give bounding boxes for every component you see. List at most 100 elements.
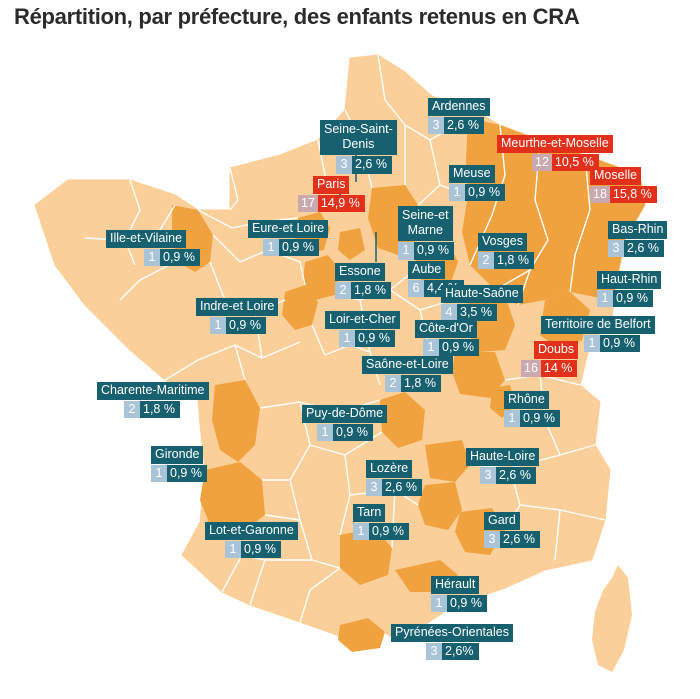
label-gironde-name: Gironde bbox=[151, 446, 204, 464]
label-saone-et-loire: Saône-et-Loire 2 1,8 % bbox=[362, 356, 453, 392]
label-meuse-name: Meuse bbox=[449, 165, 495, 183]
label-meurthe-et-moselle-count: 12 bbox=[532, 153, 552, 171]
label-seine-saint-denis-name: Seine-Saint- Denis bbox=[320, 120, 397, 155]
label-gironde-count: 1 bbox=[151, 464, 167, 482]
label-lot-et-garonne-count: 1 bbox=[225, 540, 241, 558]
label-rhone: Rhône 1 0,9 % bbox=[504, 391, 560, 427]
label-indre-et-loire: Indre-et Loire 1 0,9 % bbox=[196, 298, 279, 334]
label-vosges: Vosges 2 1,8 % bbox=[478, 233, 534, 269]
label-meurthe-et-moselle-percent: 10,5 % bbox=[551, 153, 599, 171]
label-rhone-count: 1 bbox=[504, 409, 520, 427]
label-haute-saone: Haute-Saône 4 3,5 % bbox=[441, 285, 523, 321]
label-lozere-count: 3 bbox=[366, 478, 382, 496]
label-haute-loire-count: 3 bbox=[480, 466, 496, 484]
label-seine-saint-denis-count: 3 bbox=[336, 156, 352, 174]
label-seine-et-marne-count: 1 bbox=[398, 242, 414, 260]
label-loir-et-cher-name: Loir-et-Cher bbox=[325, 311, 400, 329]
label-pyrenees-orientales-percent: 2,6% bbox=[442, 642, 479, 660]
label-haute-saone-count: 4 bbox=[441, 303, 457, 321]
label-ardennes: Ardennes 3 2,6 % bbox=[428, 98, 490, 134]
label-herault-name: Hérault bbox=[431, 576, 480, 594]
label-haut-rhin-percent: 0,9 % bbox=[613, 289, 653, 307]
label-paris-percent: 14,9 % bbox=[317, 194, 365, 212]
region-loir-et-cher bbox=[303, 255, 340, 300]
label-eure-et-loire-count: 1 bbox=[263, 238, 279, 256]
label-pyrenees-orientales: Pyrénées-Orientales 3 2,6% bbox=[391, 624, 513, 660]
label-doubs-name: Doubs bbox=[534, 341, 579, 359]
label-lozere-name: Lozère bbox=[366, 460, 413, 478]
label-rhone-percent: 0,9 % bbox=[520, 409, 560, 427]
label-moselle-percent: 15,8 % bbox=[609, 185, 657, 203]
label-haute-loire: Haute-Loire 3 2,6 % bbox=[466, 448, 540, 484]
label-territoire-de-belfort-count: 1 bbox=[584, 334, 600, 352]
label-haut-rhin-name: Haut-Rhin bbox=[597, 271, 662, 289]
region-essonne bbox=[338, 228, 365, 260]
label-tarn-name: Tarn bbox=[353, 504, 386, 522]
label-haute-loire-name: Haute-Loire bbox=[466, 448, 540, 466]
label-eure-et-loire: Eure-et Loire 1 0,9 % bbox=[248, 220, 329, 256]
label-herault-percent: 0,9 % bbox=[447, 594, 487, 612]
label-gard-name: Gard bbox=[484, 512, 520, 530]
label-haute-loire-percent: 2,6 % bbox=[496, 466, 536, 484]
label-gard: Gard 3 2,6 % bbox=[484, 512, 540, 548]
label-meuse-percent: 0,9 % bbox=[465, 183, 505, 201]
label-vosges-name: Vosges bbox=[478, 233, 528, 251]
label-vosges-percent: 1,8 % bbox=[494, 251, 534, 269]
corsica-shape bbox=[592, 565, 632, 672]
label-lot-et-garonne: Lot-et-Garonne 1 0,9 % bbox=[205, 522, 298, 558]
label-bas-rhin-name: Bas-Rhin bbox=[608, 221, 668, 239]
label-gironde: Gironde 1 0,9 % bbox=[151, 446, 207, 482]
region-saone-et-loire bbox=[452, 352, 505, 398]
label-ille-et-vilaine-count: 1 bbox=[144, 248, 160, 266]
label-lot-et-garonne-percent: 0,9 % bbox=[241, 540, 281, 558]
label-charente-maritime: Charente-Maritime 2 1,8 % bbox=[97, 382, 209, 418]
label-bas-rhin: Bas-Rhin 3 2,6 % bbox=[608, 221, 668, 257]
label-meurthe-et-moselle-name: Meurthe-et-Moselle bbox=[497, 135, 613, 153]
label-gard-percent: 2,6 % bbox=[500, 530, 540, 548]
label-seine-et-marne: Seine-et Marne 1 0,9 % bbox=[398, 206, 454, 260]
label-lozere-percent: 2,6 % bbox=[382, 478, 422, 496]
label-seine-et-marne-percent: 0,9 % bbox=[414, 242, 454, 260]
label-meuse-count: 1 bbox=[449, 183, 465, 201]
label-cote-d-or-count: 1 bbox=[423, 338, 439, 356]
label-haut-rhin: Haut-Rhin 1 0,9 % bbox=[597, 271, 662, 307]
label-ille-et-vilaine: Ille-et-Vilaine 1 0,9 % bbox=[106, 230, 200, 266]
label-gard-count: 3 bbox=[484, 530, 500, 548]
label-tarn-percent: 0,9 % bbox=[369, 522, 409, 540]
region-lozere bbox=[418, 482, 462, 530]
label-herault: Hérault 1 0,9 % bbox=[431, 576, 487, 612]
label-bas-rhin-count: 3 bbox=[608, 239, 624, 257]
label-ardennes-count: 3 bbox=[428, 116, 444, 134]
label-essone-name: Essone bbox=[335, 263, 385, 281]
region-puy-de-dome bbox=[380, 392, 425, 448]
label-seine-saint-denis-percent: 2,6 % bbox=[352, 156, 392, 174]
label-loir-et-cher-count: 1 bbox=[339, 329, 355, 347]
label-loir-et-cher-percent: 0,9 % bbox=[355, 329, 395, 347]
label-moselle-count: 18 bbox=[590, 185, 610, 203]
label-ardennes-percent: 2,6 % bbox=[444, 116, 484, 134]
label-tarn-count: 1 bbox=[353, 522, 369, 540]
label-lot-et-garonne-name: Lot-et-Garonne bbox=[205, 522, 298, 540]
label-ardennes-name: Ardennes bbox=[428, 98, 490, 116]
label-haute-saone-percent: 3,5 % bbox=[457, 303, 497, 321]
label-herault-count: 1 bbox=[431, 594, 447, 612]
label-saone-et-loire-percent: 1,8 % bbox=[401, 374, 441, 392]
region-gironde bbox=[200, 462, 265, 532]
label-gironde-percent: 0,9 % bbox=[167, 464, 207, 482]
label-essone: Essone 2 1,8 % bbox=[335, 263, 391, 299]
region-indre-et-loire bbox=[282, 285, 318, 330]
label-indre-et-loire-percent: 0,9 % bbox=[226, 316, 266, 334]
region-charente-maritime bbox=[212, 380, 260, 462]
label-cote-d-or-percent: 0,9 % bbox=[439, 338, 479, 356]
label-ille-et-vilaine-percent: 0,9 % bbox=[160, 248, 200, 266]
map-title: Répartition, par préfecture, des enfants… bbox=[14, 4, 580, 29]
label-aube-count: 6 bbox=[408, 279, 424, 297]
label-moselle: Moselle 18 15,8 % bbox=[590, 167, 657, 203]
region-tarn bbox=[340, 528, 392, 585]
region-pyrenees-orientales bbox=[338, 618, 385, 652]
label-rhone-name: Rhône bbox=[504, 391, 549, 409]
label-bas-rhin-percent: 2,6 % bbox=[624, 239, 664, 257]
label-doubs: Doubs 16 14 % bbox=[521, 341, 579, 377]
label-paris-count: 17 bbox=[298, 194, 318, 212]
label-seine-et-marne-name: Seine-et Marne bbox=[398, 206, 453, 241]
